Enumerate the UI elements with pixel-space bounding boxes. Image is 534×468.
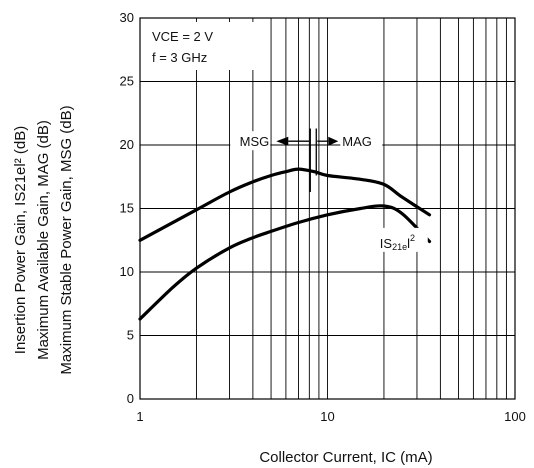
y-tick-labels: 0 5 10 15 20 25 30 <box>120 10 134 406</box>
y-tick-label: 5 <box>127 328 134 343</box>
msg-mag-curve <box>138 167 432 242</box>
y-tick-label: 0 <box>127 391 134 406</box>
insertion-gain-curve <box>138 204 432 321</box>
svg-text:Maximum Stable Power Gain, MSG: Maximum Stable Power Gain, MSG (dB) <box>58 105 75 374</box>
plot-frame <box>139 17 516 400</box>
y-tick-label: 25 <box>120 74 134 89</box>
msg-label-bg <box>230 131 271 151</box>
curves <box>138 167 432 321</box>
mag-label-bg <box>340 131 383 151</box>
y-tick-label: 10 <box>120 264 134 279</box>
conditions-box <box>144 22 254 70</box>
y-tick-label: 30 <box>120 10 134 25</box>
annotations: MSG MAG IS21el2 <box>230 128 428 252</box>
x-tick-labels: 1 10 100 <box>136 409 525 424</box>
y-axis-label-line-3: Maximum Stable Power Gain, MSG (dB) <box>58 105 75 374</box>
x-axis-label: Collector Current, IC (mA) <box>259 449 432 466</box>
msg-label: MSG <box>240 134 270 149</box>
condition-frequency: f = 3 GHz <box>152 50 207 65</box>
s21-label-bg <box>377 227 428 252</box>
y-axis-label-line-2: Maximum Available Gain, MAG (dB) <box>35 120 52 360</box>
x-tick-label: 100 <box>504 409 526 424</box>
mag-arrowhead <box>328 136 339 146</box>
msg-arrowhead <box>276 136 289 146</box>
mag-label: MAG <box>342 134 372 149</box>
grid-lines <box>140 18 515 399</box>
y-tick-label: 20 <box>120 137 134 152</box>
y-axis-label-line-1: Insertion Power Gain, IS21el² (dB) <box>12 126 29 354</box>
svg-text:Maximum Available Gain, MAG (d: Maximum Available Gain, MAG (dB) <box>35 120 52 360</box>
svg-text:Insertion Power Gain, IS21el²: Insertion Power Gain, IS21el² (dB) <box>12 126 29 354</box>
y-tick-label: 15 <box>120 201 134 216</box>
condition-vce: VCE = 2 V <box>152 29 213 44</box>
s21-label: IS21el2 <box>380 233 415 252</box>
x-tick-label: 1 <box>136 409 143 424</box>
x-tick-label: 10 <box>320 409 334 424</box>
